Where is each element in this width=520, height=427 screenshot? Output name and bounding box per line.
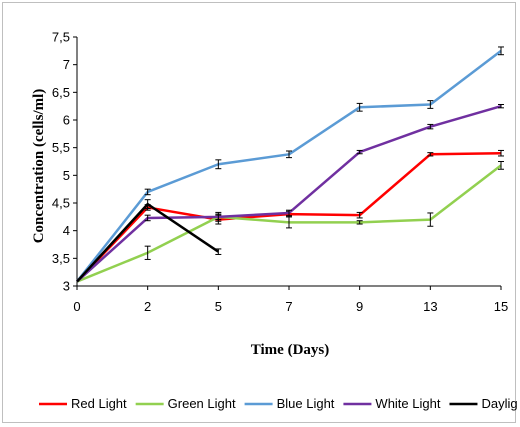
y-axis-title: Concentration (cells/ml) [31, 89, 47, 244]
error-bar [356, 211, 363, 219]
error-bar [498, 149, 504, 157]
error-bar [356, 102, 363, 112]
error-bar [356, 220, 363, 225]
error-bar [498, 46, 504, 56]
legend-label: Daylight [481, 396, 517, 411]
legend-item: Daylight [449, 396, 517, 411]
y-tick-label: 6,5 [52, 85, 70, 100]
x-tick-label: 0 [73, 299, 80, 314]
y-axis-ticks: 3 3,5 4 4,5 5 5,5 6 6,5 7 7,5 [52, 30, 77, 294]
x-tick-label: 15 [494, 299, 508, 314]
error-bar [427, 152, 434, 157]
x-tick-label: 7 [285, 299, 292, 314]
x-tick-label: 13 [423, 299, 437, 314]
error-bar [144, 245, 151, 260]
legend-label: Green Light [168, 396, 236, 411]
y-tick-label: 4 [63, 223, 70, 238]
error-bar [286, 150, 292, 159]
y-tick-label: 5,5 [52, 140, 70, 155]
y-tick-label: 7 [63, 57, 70, 72]
error-bar [427, 123, 434, 130]
error-bar [498, 161, 504, 170]
legend: Red Light Green Light Blue Light White Ligh… [39, 396, 517, 411]
x-tick-label: 2 [144, 299, 151, 314]
error-bar [498, 104, 504, 109]
legend-label: Red Light [71, 396, 127, 411]
y-tick-label: 4,5 [52, 196, 70, 211]
y-tick-label: 6 [63, 113, 70, 128]
error-bar [215, 159, 222, 170]
x-axis-title: Time (Days) [251, 342, 329, 358]
error-bar [427, 100, 434, 109]
error-bar [144, 199, 151, 210]
error-bar [286, 216, 292, 229]
legend-label: Blue Light [277, 396, 335, 411]
series-white-light [76, 104, 504, 283]
legend-item: White Light [343, 396, 441, 411]
y-tick-label: 5 [63, 168, 70, 183]
error-bar [144, 188, 151, 196]
x-axis-ticks: 0 2 5 7 9 13 15 [73, 286, 508, 314]
line-chart: 3 3,5 4 4,5 5 5,5 6 6,5 7 7,5 0 2 5 7 9 13 15 Concentra… [31, 30, 517, 412]
y-tick-label: 3,5 [52, 251, 70, 266]
error-bar [144, 214, 151, 222]
series-green-light [76, 161, 504, 283]
x-tick-label: 5 [215, 299, 222, 314]
error-bar [286, 209, 292, 217]
legend-label: White Light [375, 396, 440, 411]
y-tick-label: 7,5 [52, 30, 70, 45]
error-bar [215, 248, 222, 255]
axes [76, 37, 501, 287]
chart-frame: 3 3,5 4 4,5 5 5,5 6 6,5 7 7,5 0 2 5 7 9 13 15 Concentra… [2, 2, 517, 423]
series-daylight [76, 199, 222, 283]
series-line [76, 49, 502, 283]
series-blue-light [76, 46, 504, 283]
y-tick-label: 3 [63, 279, 70, 294]
series-layer [76, 46, 504, 283]
error-bar [215, 211, 222, 222]
legend-item: Blue Light [244, 396, 335, 411]
x-tick-label: 9 [356, 299, 363, 314]
error-bar [427, 212, 434, 227]
legend-item: Green Light [135, 396, 236, 411]
legend-item: Red Light [39, 396, 127, 411]
error-bar [356, 149, 363, 155]
